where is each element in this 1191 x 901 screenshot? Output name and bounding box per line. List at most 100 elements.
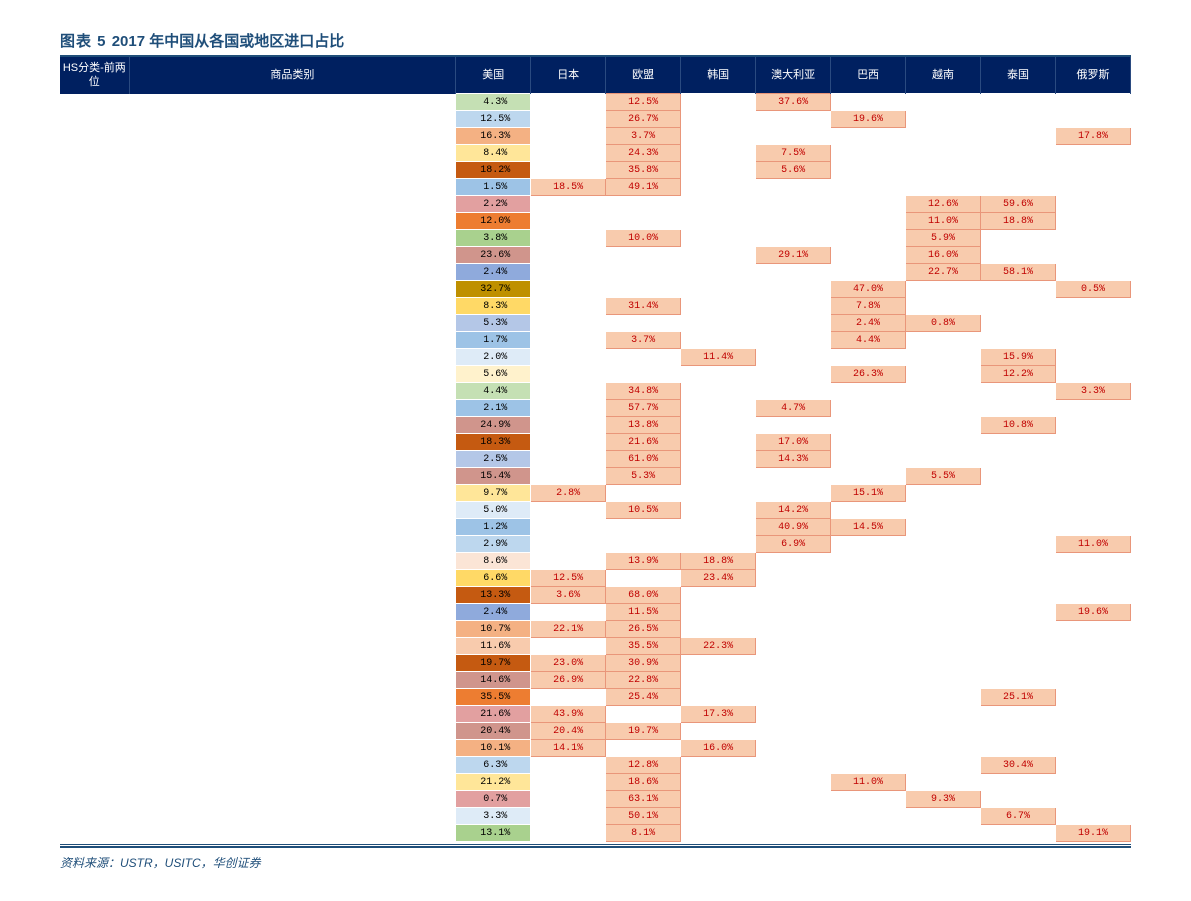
- table-row: 14.6%26.9%22.8%: [60, 672, 1131, 689]
- table-row: 18.2%35.8%5.6%: [60, 162, 1131, 179]
- cell-jp: [531, 128, 606, 145]
- cell-jp: [531, 315, 606, 332]
- cell-jp: 20.4%: [531, 723, 606, 740]
- hs-cell: [60, 247, 129, 264]
- cell-au: [756, 757, 831, 774]
- cell-eu: 11.5%: [606, 604, 681, 621]
- category-cell: [129, 536, 456, 553]
- cell-th: [981, 655, 1056, 672]
- hs-cell: [60, 570, 129, 587]
- cell-th: [981, 740, 1056, 757]
- cell-br: 11.0%: [831, 774, 906, 791]
- title-prefix: 图表 5: [60, 33, 112, 50]
- cell-au: [756, 366, 831, 383]
- hs-cell: [60, 621, 129, 638]
- cell-th: [981, 604, 1056, 621]
- table-row: 23.6%29.1%16.0%: [60, 247, 1131, 264]
- cell-ru: 19.6%: [1055, 604, 1130, 621]
- cell-br: [831, 825, 906, 842]
- table-row: 21.6%43.9%17.3%: [60, 706, 1131, 723]
- table-row: 35.5%25.4%25.1%: [60, 689, 1131, 706]
- cell-kr: [681, 298, 756, 315]
- cell-th: 12.2%: [981, 366, 1056, 383]
- col-kr: 韩国: [681, 57, 756, 94]
- cell-jp: [531, 468, 606, 485]
- hs-cell: [60, 94, 129, 111]
- cell-eu: [606, 536, 681, 553]
- cell-us: 1.2%: [456, 519, 531, 536]
- hs-cell: [60, 315, 129, 332]
- cell-th: [981, 706, 1056, 723]
- cell-br: [831, 145, 906, 162]
- cell-eu: [606, 485, 681, 502]
- cell-vn: 9.3%: [906, 791, 981, 808]
- cell-ru: [1055, 587, 1130, 604]
- cell-us: 32.7%: [456, 281, 531, 298]
- cell-th: [981, 111, 1056, 128]
- cell-eu: [606, 519, 681, 536]
- hs-cell: [60, 825, 129, 842]
- cell-au: [756, 179, 831, 196]
- category-cell: [129, 111, 456, 128]
- hs-cell: [60, 162, 129, 179]
- cell-th: [981, 400, 1056, 417]
- cell-eu: 12.5%: [606, 94, 681, 111]
- category-cell: [129, 298, 456, 315]
- cell-vn: 5.9%: [906, 230, 981, 247]
- cell-us: 4.4%: [456, 383, 531, 400]
- cell-br: 26.3%: [831, 366, 906, 383]
- table-row: 19.7%23.0%30.9%: [60, 655, 1131, 672]
- cell-au: [756, 570, 831, 587]
- table-row: 8.4%24.3%7.5%: [60, 145, 1131, 162]
- cell-jp: 18.5%: [531, 179, 606, 196]
- cell-eu: 19.7%: [606, 723, 681, 740]
- cell-ru: [1055, 349, 1130, 366]
- cell-au: [756, 604, 831, 621]
- cell-ru: [1055, 757, 1130, 774]
- cell-th: [981, 553, 1056, 570]
- hs-cell: [60, 485, 129, 502]
- cell-th: [981, 536, 1056, 553]
- cell-br: [831, 502, 906, 519]
- cell-kr: [681, 264, 756, 281]
- hs-cell: [60, 264, 129, 281]
- cell-th: 30.4%: [981, 757, 1056, 774]
- cell-th: [981, 298, 1056, 315]
- cell-br: [831, 706, 906, 723]
- cell-br: [831, 94, 906, 111]
- hs-cell: [60, 417, 129, 434]
- cell-ru: [1055, 791, 1130, 808]
- cell-jp: [531, 791, 606, 808]
- table-row: 1.2%40.9%14.5%: [60, 519, 1131, 536]
- cell-br: [831, 808, 906, 825]
- cell-th: [981, 434, 1056, 451]
- cell-ru: [1055, 672, 1130, 689]
- cell-vn: [906, 417, 981, 434]
- cell-eu: [606, 349, 681, 366]
- cell-kr: 17.3%: [681, 706, 756, 723]
- table-row: 32.7%47.0%0.5%: [60, 281, 1131, 298]
- hs-cell: [60, 213, 129, 230]
- cell-vn: [906, 383, 981, 400]
- cell-kr: [681, 825, 756, 842]
- table-row: 3.3%50.1%6.7%: [60, 808, 1131, 825]
- cell-br: [831, 723, 906, 740]
- cell-ru: [1055, 655, 1130, 672]
- cell-us: 18.3%: [456, 434, 531, 451]
- cell-br: [831, 213, 906, 230]
- cell-eu: [606, 570, 681, 587]
- cell-jp: 3.6%: [531, 587, 606, 604]
- cell-vn: [906, 638, 981, 655]
- hs-cell: [60, 128, 129, 145]
- cell-ru: [1055, 400, 1130, 417]
- category-cell: [129, 264, 456, 281]
- cell-kr: [681, 332, 756, 349]
- cell-jp: [531, 434, 606, 451]
- table-row: 1.5%18.5%49.1%: [60, 179, 1131, 196]
- cell-vn: [906, 604, 981, 621]
- cell-kr: [681, 774, 756, 791]
- cell-br: [831, 740, 906, 757]
- category-cell: [129, 366, 456, 383]
- hs-cell: [60, 638, 129, 655]
- category-cell: [129, 825, 456, 842]
